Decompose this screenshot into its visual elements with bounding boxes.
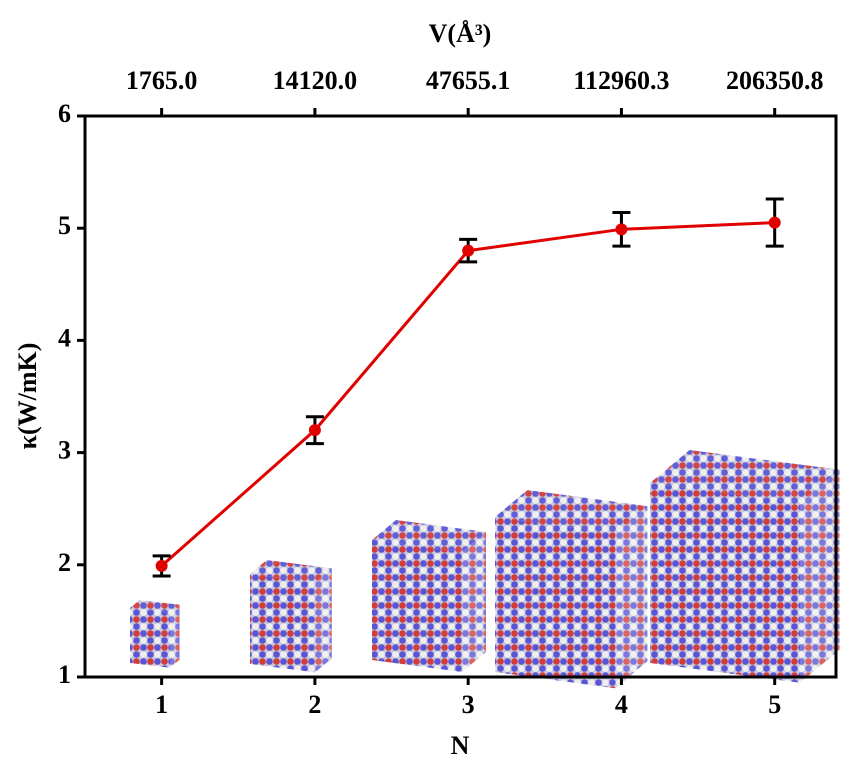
- point: [156, 560, 168, 572]
- y-tick-label: 5: [58, 211, 71, 240]
- cube-front: [130, 608, 170, 668]
- x-tick-label: 2: [308, 690, 321, 719]
- top-tick-label: 206350.8: [726, 66, 824, 95]
- crystal-cube: [130, 600, 180, 668]
- x-tick-label: 5: [768, 690, 781, 719]
- cube-side: [170, 605, 180, 668]
- y-tick-label: 2: [58, 548, 71, 577]
- y-tick-label: 4: [58, 323, 71, 352]
- x-tick-label: 1: [155, 690, 168, 719]
- crystal-cube: [372, 520, 486, 672]
- y-tick-label: 1: [58, 660, 71, 689]
- point: [462, 245, 474, 257]
- structure-images: [130, 450, 840, 688]
- cube-side: [315, 568, 332, 672]
- cube-side: [615, 506, 647, 688]
- top-axis-title: V(Å³): [429, 19, 492, 48]
- point: [615, 223, 627, 235]
- top-tick-label: 14120.0: [273, 66, 358, 95]
- cube-front: [650, 483, 800, 683]
- y-tick-label: 3: [58, 436, 71, 465]
- cube-side: [462, 532, 486, 672]
- cube-side: [800, 470, 840, 683]
- top-tick-label: 47655.1: [426, 66, 511, 95]
- y-tick-label: 6: [58, 99, 71, 128]
- x-tick-label: 4: [615, 690, 628, 719]
- x-axis-title: N: [451, 731, 470, 760]
- point: [769, 217, 781, 229]
- cube-front: [495, 517, 615, 688]
- y-axis-title: κ(W/mK): [13, 343, 42, 450]
- chart: V(Å³) N κ(W/mK) 1 2 3 4 5 6 1 2 3 4 5 1765.0 14120.0…: [0, 0, 850, 768]
- cube-front: [250, 574, 315, 672]
- crystal-cube: [650, 450, 840, 683]
- top-tick-label: 1765.0: [126, 66, 198, 95]
- crystal-cube: [250, 560, 332, 672]
- x-tick-label: 3: [462, 690, 475, 719]
- top-tick-label: 112960.3: [573, 66, 669, 95]
- crystal-cube: [495, 490, 647, 688]
- cube-front: [372, 540, 462, 672]
- point: [309, 424, 321, 436]
